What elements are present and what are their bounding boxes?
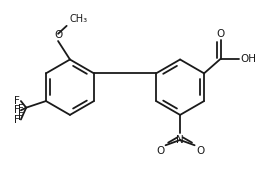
Text: O: O <box>54 30 62 40</box>
Text: F: F <box>14 105 20 115</box>
Text: O: O <box>196 146 204 156</box>
Text: CH₃: CH₃ <box>69 14 87 24</box>
Text: F: F <box>14 96 20 106</box>
Text: F: F <box>18 104 24 114</box>
Text: N: N <box>176 135 184 145</box>
Text: F: F <box>14 115 20 125</box>
Text: OH: OH <box>240 54 256 64</box>
Text: O: O <box>216 29 225 39</box>
Text: O: O <box>156 146 164 156</box>
Text: F: F <box>18 112 24 122</box>
